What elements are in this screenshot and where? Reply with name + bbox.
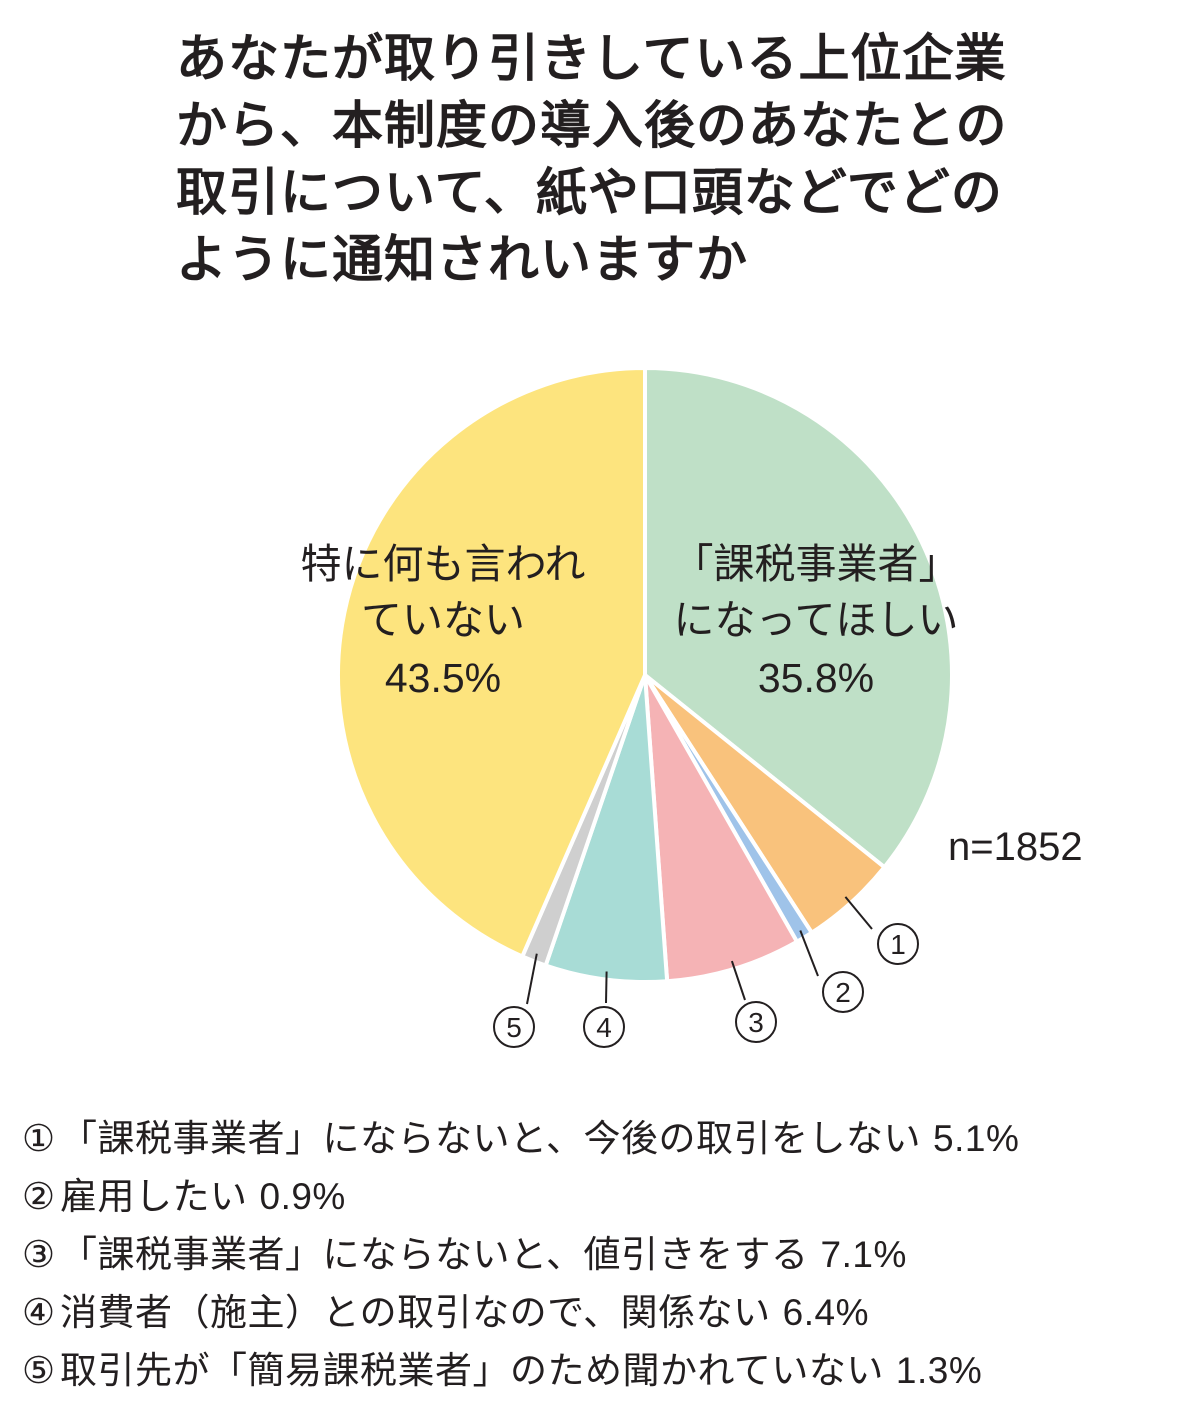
callout-leader-5 (526, 953, 538, 1005)
legend-label: 「課税事業者」にならないと、値引きをする (60, 1233, 809, 1276)
legend-value: 6.4% (782, 1292, 869, 1333)
callout-number-3: 3 (748, 1007, 764, 1038)
callout-leader-1 (844, 896, 873, 930)
legend: ① 「課税事業者」にならないと、今後の取引をしない 5.1% ② 雇用したい 0.9% ③ 「… (22, 1110, 1192, 1400)
legend-marker: ⑤ (22, 1349, 56, 1392)
pie-slice-taxable (643, 366, 954, 870)
legend-label: 「課税事業者」にならないと、今後の取引をしない (60, 1117, 922, 1160)
callout-number-2: 2 (835, 977, 851, 1008)
legend-value: 5.1% (933, 1118, 1020, 1159)
slice-label-none-2: ていない (361, 596, 525, 644)
callout-circle-2 (822, 971, 864, 1013)
callout-circle-1 (877, 923, 919, 965)
callout-leader-2 (799, 930, 819, 977)
legend-label: 消費者（施主）との取引なので、関係ない (60, 1291, 771, 1334)
pie-slice-none (336, 366, 647, 959)
callout-circle-3 (735, 1001, 777, 1043)
legend-item-1: ① 「課税事業者」にならないと、今後の取引をしない 5.1% (22, 1110, 1192, 1168)
slice-value-none: 43.5% (385, 655, 501, 701)
callout-circle-4 (583, 1006, 625, 1048)
callout-number-5: 5 (506, 1012, 522, 1043)
legend-value: 1.3% (895, 1350, 983, 1391)
callout-number-4: 4 (596, 1012, 612, 1043)
legend-item-4: ④ 消費者（施主）との取引なので、関係ない 6.4% (22, 1284, 1192, 1342)
legend-marker: ③ (22, 1233, 56, 1276)
pie-slices (336, 366, 954, 984)
legend-label: 取引先が「簡易課税業者」のため聞かれていない (60, 1349, 884, 1392)
slice-label-taxable-2: になってほしい (674, 596, 959, 644)
callout-circle-5 (493, 1006, 535, 1048)
slice-label-taxable-1: 「課税事業者」 (673, 540, 960, 588)
legend-label: 雇用したい (60, 1175, 248, 1218)
slice-label-none-1: 特に何も言われ (301, 540, 586, 588)
callout-leader-3 (730, 960, 746, 1001)
legend-marker: ② (22, 1175, 56, 1218)
legend-item-5: ⑤ 取引先が「簡易課税業者」のため聞かれていない 1.3% (22, 1342, 1192, 1400)
legend-marker: ④ (22, 1291, 56, 1334)
chart-title: あなたが取り引きしている上位企業 から、本制度の導入後のあなたとの 取引について… (176, 30, 1008, 290)
legend-marker: ① (22, 1117, 56, 1160)
callout-leader-4 (605, 971, 608, 1004)
callout-number-1: 1 (890, 929, 906, 960)
legend-value: 0.9% (259, 1176, 346, 1217)
callout-leaders: 1 2 3 4 5 (493, 896, 919, 1048)
legend-value: 7.1% (820, 1234, 907, 1275)
legend-item-2: ② 雇用したい 0.9% (22, 1168, 1192, 1226)
slice-value-taxable: 35.8% (758, 655, 874, 701)
sample-size-label: n=1852 (948, 825, 1083, 869)
legend-item-3: ③ 「課税事業者」にならないと、値引きをする 7.1% (22, 1226, 1192, 1284)
